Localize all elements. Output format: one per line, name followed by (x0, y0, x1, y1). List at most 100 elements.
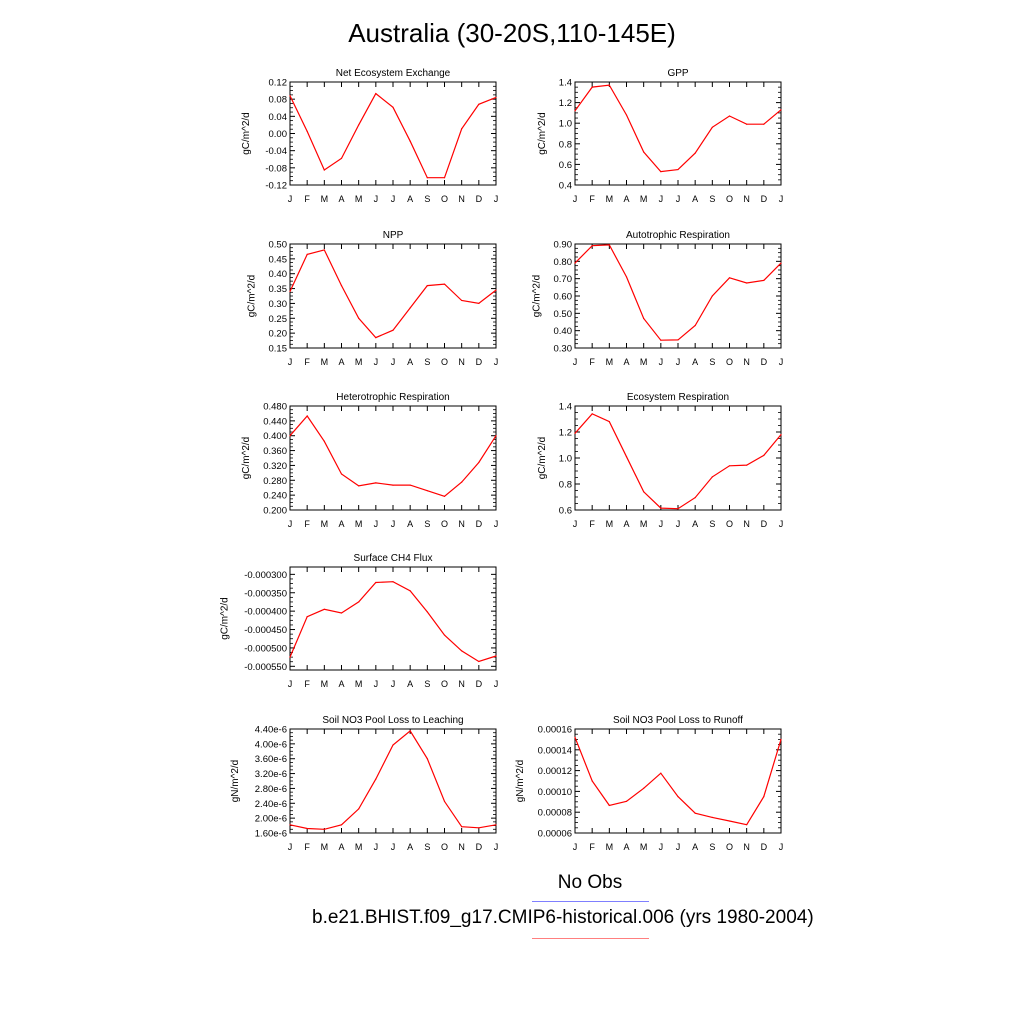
soil-no3-pool-loss-to-leaching-ytick-label: 4.00e-6 (255, 739, 287, 750)
surface-ch4-flux-series-line (289, 581, 497, 663)
soil-no3-pool-loss-to-leaching-xtick-label: A (338, 842, 344, 852)
surface-ch4-flux-point (426, 611, 428, 613)
gpp-point (694, 152, 696, 154)
ecosystem-respiration-xtick-label: J (779, 519, 784, 529)
heterotrophic-respiration-ytick-label: 0.360 (263, 446, 287, 457)
autotrophic-respiration-point (608, 244, 610, 246)
npp-point (340, 285, 343, 287)
autotrophic-respiration-frame (574, 243, 782, 349)
gpp-point (625, 114, 628, 116)
surface-ch4-flux-plot: J F M A M J J A S O N D J-0.000300-0.000350-0.000400… (219, 553, 498, 689)
surface-ch4-flux-xtick-label: J (494, 679, 499, 689)
npp-xtick-label: J (288, 357, 293, 367)
surface-ch4-flux-point (289, 656, 291, 658)
ecosystem-respiration-point (677, 508, 679, 510)
npp-ytick-label: 0.25 (269, 314, 288, 325)
gpp-point (608, 84, 610, 86)
autotrophic-respiration-point (591, 245, 593, 247)
soil-no3-pool-loss-to-runoff-point (694, 812, 696, 814)
gpp-point (763, 123, 765, 125)
soil-no3-pool-loss-to-leaching-ytick-label: 2.00e-6 (255, 814, 287, 825)
ecosystem-respiration-ytick-label: 1.4 (559, 402, 572, 413)
autotrophic-respiration-plot: J F M A M J J A S O N D J0.900.800.700.600.500.400.3… (531, 230, 783, 367)
soil-no3-pool-loss-to-leaching-series-line (289, 730, 497, 830)
autotrophic-respiration-point (746, 282, 748, 284)
net-ecosystem-exchange-xtick-label: A (407, 194, 413, 204)
heterotrophic-respiration-xtick-label: N (458, 519, 465, 529)
heterotrophic-respiration-ytick-label: 0.480 (263, 402, 287, 413)
npp-ytick-label: 0.50 (269, 240, 288, 251)
net-ecosystem-exchange-point (409, 140, 411, 142)
net-ecosystem-exchange-xtick-label: A (338, 194, 344, 204)
net-ecosystem-exchange-ytick-label: -0.12 (265, 181, 287, 192)
soil-no3-pool-loss-to-runoff-title: Soil NO3 Pool Loss to Runoff (613, 715, 743, 726)
heterotrophic-respiration-xtick-label: M (321, 519, 329, 529)
ecosystem-respiration-point (711, 476, 713, 478)
surface-ch4-flux-point (409, 590, 411, 592)
soil-no3-pool-loss-to-runoff-point (574, 736, 576, 738)
net-ecosystem-exchange-xtick-label: O (441, 194, 448, 204)
soil-no3-pool-loss-to-runoff-point (763, 796, 765, 798)
soil-no3-pool-loss-to-leaching-point (495, 824, 497, 826)
npp-xtick-label: S (424, 357, 430, 367)
net-ecosystem-exchange-xtick-label: F (304, 194, 310, 204)
soil-no3-pool-loss-to-leaching-point (375, 778, 377, 780)
gpp-series-line (574, 84, 782, 173)
soil-no3-pool-loss-to-leaching-point (289, 824, 291, 826)
soil-no3-pool-loss-to-leaching-xtick-label: J (288, 842, 293, 852)
npp-title: NPP (383, 230, 404, 241)
heterotrophic-respiration-xtick-label: M (355, 519, 363, 529)
soil-no3-pool-loss-to-leaching-xtick-label: S (424, 842, 430, 852)
ecosystem-respiration-point (728, 465, 731, 467)
soil-no3-pool-loss-to-runoff-xtick-label: J (659, 842, 664, 852)
gpp-xtick-label: D (761, 194, 768, 204)
npp-point (409, 307, 411, 309)
gpp-xtick-label: F (589, 194, 595, 204)
surface-ch4-flux-xtick-label: J (391, 679, 396, 689)
soil-no3-pool-loss-to-runoff-xtick-label: M (606, 842, 614, 852)
npp-ytick-label: 0.30 (269, 299, 288, 310)
autotrophic-respiration-ytick-label: 0.70 (554, 274, 573, 285)
surface-ch4-flux-point (478, 660, 480, 663)
heterotrophic-respiration-point (358, 485, 360, 487)
autotrophic-respiration-ytick-label: 0.80 (554, 257, 573, 268)
surface-ch4-flux-xtick-label: J (288, 679, 293, 689)
net-ecosystem-exchange-xtick-label: J (391, 194, 396, 204)
autotrophic-respiration-xtick-label: M (606, 357, 614, 367)
heterotrophic-respiration-xtick-label: J (288, 519, 293, 529)
net-ecosystem-exchange-xtick-label: J (494, 194, 499, 204)
heterotrophic-respiration-plot: J F M A M J J A S O N D J0.4800.4400.4000.3600.3200.… (241, 392, 498, 529)
soil-no3-pool-loss-to-runoff-xtick-label: J (779, 842, 784, 852)
gpp-point (591, 86, 593, 88)
gpp-ylabel: gC/m^2/d (537, 112, 548, 155)
ecosystem-respiration-xtick-label: O (726, 519, 733, 529)
soil-no3-pool-loss-to-runoff-point (677, 796, 679, 798)
soil-no3-pool-loss-to-leaching-ytick-label: 1.60e-6 (255, 829, 287, 840)
net-ecosystem-exchange-series-line (289, 92, 497, 179)
npp-xtick-label: M (355, 357, 363, 367)
ecosystem-respiration-title: Ecosystem Respiration (627, 392, 729, 403)
gpp-xtick-label: N (743, 194, 750, 204)
gpp-title: GPP (667, 68, 688, 79)
gpp-xtick-label: S (709, 194, 715, 204)
autotrophic-respiration-point (643, 317, 645, 320)
net-ecosystem-exchange-xtick-label: M (355, 194, 363, 204)
ecosystem-respiration-frame (574, 405, 782, 511)
net-ecosystem-exchange-xtick-label: J (374, 194, 379, 204)
surface-ch4-flux-point (358, 601, 360, 603)
soil-no3-pool-loss-to-leaching-point (443, 800, 446, 803)
autotrophic-respiration-xtick-label: N (743, 357, 750, 367)
soil-no3-pool-loss-to-runoff-xtick-label: J (573, 842, 578, 852)
heterotrophic-respiration-point (392, 484, 394, 486)
surface-ch4-flux-point (340, 612, 343, 614)
ecosystem-respiration-point (625, 456, 628, 458)
ecosystem-respiration-point (591, 413, 593, 415)
heterotrophic-respiration-ytick-label: 0.200 (263, 506, 287, 517)
soil-no3-pool-loss-to-runoff-ytick-label: 0.00016 (538, 725, 572, 736)
npp-xtick-label: A (338, 357, 344, 367)
gpp-point (780, 109, 782, 111)
npp-point (478, 302, 480, 305)
npp-point (443, 283, 446, 285)
npp-xtick-label: O (441, 357, 448, 367)
npp-xtick-label: J (391, 357, 396, 367)
